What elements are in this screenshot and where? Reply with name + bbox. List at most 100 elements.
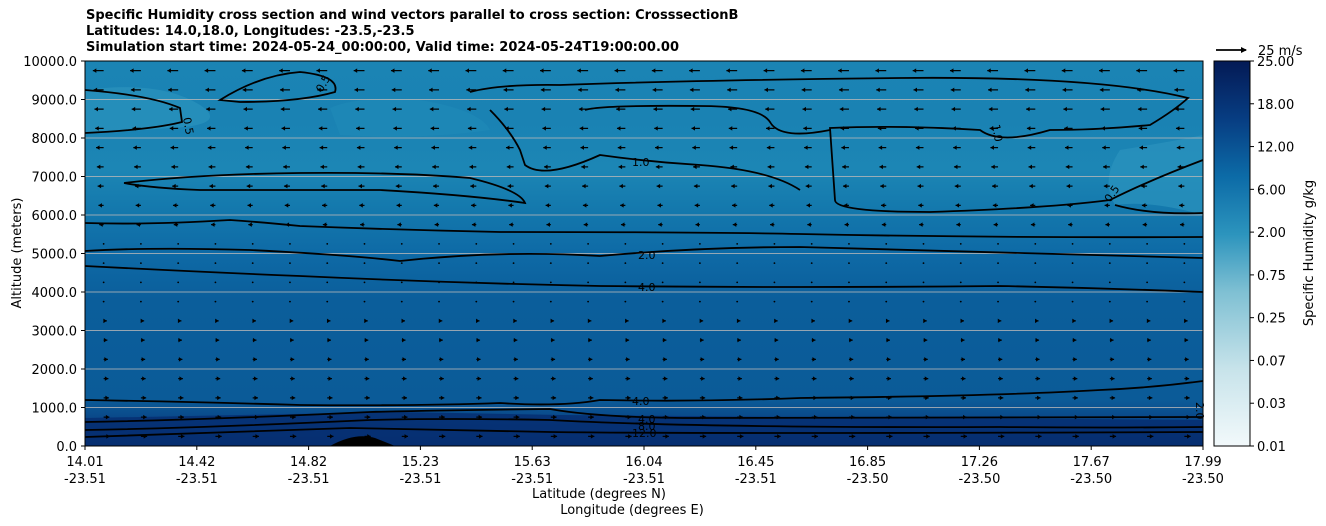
wind-vector-head	[103, 337, 108, 343]
wind-vector	[549, 242, 552, 245]
wind-vector	[177, 262, 180, 265]
wind-vector-head	[803, 126, 807, 131]
wind-vector	[549, 300, 552, 303]
wind-vector-head	[93, 87, 98, 93]
wind-vector-head	[955, 203, 960, 208]
wind-vector-head	[140, 318, 145, 324]
wind-vector-head	[881, 222, 886, 227]
wind-vector	[363, 300, 366, 303]
wind-vector-head	[133, 145, 137, 150]
wind-vector-head	[327, 357, 332, 362]
wind-vector-head	[322, 203, 326, 208]
wind-vector	[699, 242, 701, 245]
wind-vector-head	[478, 414, 483, 420]
wind-vector	[997, 281, 999, 284]
x-tick-label-lon: -23.50	[958, 472, 1000, 487]
wind-vector-head	[885, 318, 890, 324]
wind-vector-head	[653, 106, 657, 112]
wind-vector	[140, 281, 142, 284]
wind-vector-head	[281, 126, 286, 131]
wind-vector	[1146, 300, 1148, 303]
wind-vector	[140, 300, 142, 303]
wind-vector-head	[616, 126, 621, 131]
wind-vector-head	[393, 126, 397, 131]
wind-vector-head	[394, 145, 398, 150]
wind-vector-head	[168, 87, 172, 93]
wind-vector	[400, 262, 403, 265]
wind-vector-head	[657, 203, 661, 208]
wind-vector-head	[99, 222, 103, 227]
wind-vector-head	[218, 434, 222, 439]
wind-vector	[512, 262, 515, 265]
wind-vector-head	[1177, 164, 1182, 170]
wind-vector-head	[95, 126, 99, 131]
wind-vector-head	[365, 376, 370, 381]
wind-vector-head	[244, 126, 248, 131]
wind-vector-head	[912, 68, 917, 73]
wind-vector	[736, 281, 739, 284]
wind-vector-head	[838, 68, 842, 73]
wind-vectors	[92, 68, 1191, 439]
wind-vector-head	[918, 203, 922, 208]
wind-vector-head	[1028, 164, 1032, 170]
wind-vector	[1146, 281, 1148, 284]
colorbar-tick-label: 2.00	[1257, 226, 1286, 241]
quiver-key-label: 25 m/s	[1258, 44, 1303, 59]
y-tick-label: 1000.0	[32, 402, 78, 417]
wind-vector-head	[179, 376, 183, 381]
wind-vector-head	[702, 414, 706, 420]
wind-vector-head	[587, 318, 592, 324]
wind-vector-head	[429, 87, 433, 93]
wind-vector-head	[766, 145, 771, 150]
wind-vector-head	[1147, 337, 1151, 343]
wind-vector-head	[292, 434, 297, 439]
contour-label: 0.5	[180, 116, 196, 135]
wind-vector-head	[509, 222, 513, 227]
wind-vector-head	[431, 145, 435, 150]
wind-vector	[214, 262, 217, 265]
wind-vector	[773, 281, 776, 284]
wind-vector-head	[542, 126, 546, 131]
wind-vector-head	[991, 164, 995, 170]
wind-vector-head	[849, 357, 854, 362]
contour-label: 12.0	[632, 427, 657, 440]
x-tick-label-lon: -23.50	[1182, 472, 1224, 487]
wind-vector	[1034, 300, 1037, 303]
contour-0p5-right	[1114, 204, 1204, 215]
wind-vector-head	[1068, 222, 1072, 227]
wind-vector-head	[988, 87, 992, 93]
x-tick-label-lat: 14.82	[290, 455, 327, 470]
contour-label: 2.0	[638, 249, 656, 262]
wind-vector-head	[1103, 164, 1107, 170]
wind-vector-head	[390, 68, 395, 73]
wind-vector-head	[544, 183, 549, 189]
wind-vector-head	[104, 357, 108, 362]
wind-vector-head	[94, 106, 98, 112]
wind-vector-head	[878, 145, 883, 150]
wind-vector-head	[130, 87, 135, 93]
wind-vector-head	[1146, 318, 1151, 324]
wind-vector-head	[765, 106, 769, 112]
wind-vector-head	[205, 87, 209, 93]
y-axis: 0.0 1000.0 2000.0 3000.0 4000.0 5000.0 6000.0 7…	[23, 55, 85, 455]
wind-vector-head	[590, 414, 594, 420]
wind-vector	[177, 281, 180, 284]
wind-vector-head	[988, 106, 993, 112]
wind-vector-head	[923, 318, 927, 324]
wind-vector-head	[97, 183, 102, 189]
wind-vector-head	[692, 145, 696, 150]
wind-vector	[810, 281, 813, 284]
wind-vector-head	[1178, 183, 1182, 189]
terrain	[330, 436, 395, 446]
wind-vector-head	[207, 145, 212, 150]
wind-vector-head	[769, 203, 773, 208]
wind-vector-head	[731, 183, 735, 189]
wind-vector	[140, 242, 142, 245]
wind-vector-head	[802, 106, 806, 112]
wind-vector-head	[291, 395, 296, 401]
wind-vector	[885, 242, 888, 245]
wind-vector-head	[292, 414, 296, 420]
y-tick-label: 6000.0	[32, 209, 78, 224]
wind-vector-head	[553, 414, 557, 420]
wind-vector-head	[849, 337, 853, 343]
